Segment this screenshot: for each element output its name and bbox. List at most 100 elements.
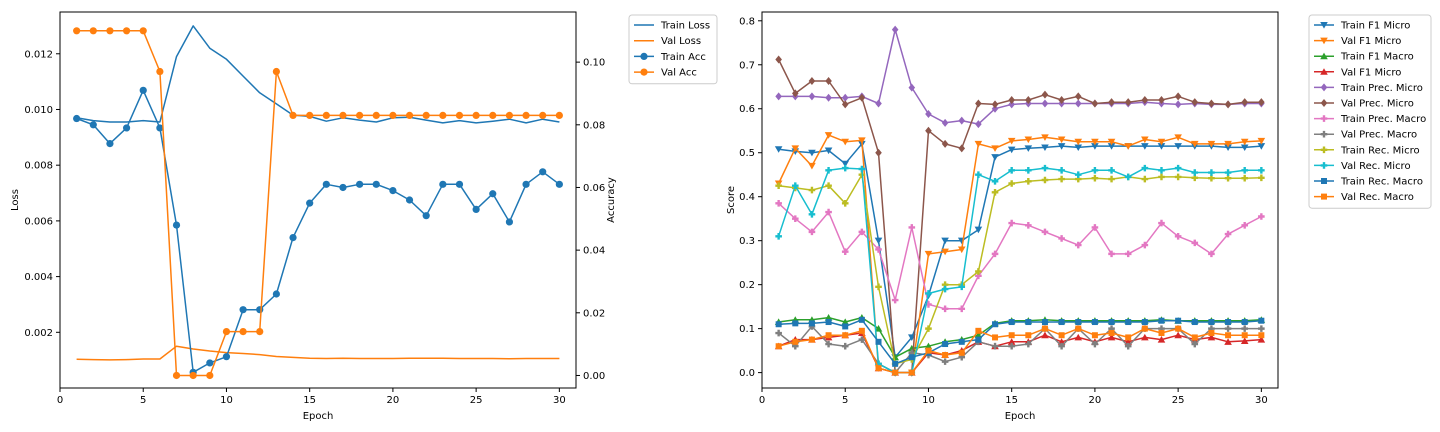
data-point: [891, 296, 899, 304]
data-point: [1125, 319, 1132, 326]
data-point: [908, 369, 915, 376]
data-point: [841, 93, 849, 102]
data-point: [841, 248, 849, 255]
data-point: [1224, 140, 1232, 148]
data-point: [925, 347, 932, 354]
data-point: [1174, 173, 1182, 181]
y-tick-label: 0.002: [24, 328, 53, 339]
data-point: [172, 221, 181, 229]
data-point: [356, 111, 364, 119]
data-point: [405, 111, 414, 119]
data-point: [1191, 239, 1199, 247]
data-point: [858, 327, 865, 334]
data-point: [1091, 332, 1098, 339]
data-point: [991, 342, 999, 350]
data-point: [1141, 95, 1149, 104]
data-point: [992, 321, 999, 328]
legend-item: Val F1 Micro: [1314, 36, 1401, 47]
y-tick-label: 0.010: [24, 105, 53, 116]
data-point: [1258, 213, 1265, 220]
data-point: [222, 353, 231, 361]
data-point: [1124, 98, 1132, 107]
data-point: [372, 111, 380, 119]
y2-axis-label: Accuracy: [606, 177, 617, 223]
data-point: [892, 360, 899, 367]
data-point: [1108, 250, 1115, 258]
legend-item: Val Prec. Micro: [1314, 99, 1414, 110]
data-point: [1208, 250, 1215, 258]
data-point: [892, 369, 899, 376]
data-point: [1091, 167, 1099, 174]
data-point: [1191, 340, 1199, 348]
data-point: [1075, 325, 1082, 332]
data-point: [858, 336, 866, 343]
data-point: [1091, 143, 1099, 150]
data-point: [1008, 167, 1015, 174]
series-val-acc: [73, 27, 563, 380]
y-tick-label: 0.008: [24, 161, 53, 172]
data-point: [991, 154, 999, 161]
data-point: [322, 180, 330, 188]
data-point: [1241, 221, 1249, 229]
data-point: [1074, 99, 1082, 108]
data-point: [89, 121, 97, 129]
data-point: [1157, 143, 1166, 150]
data-point: [472, 205, 480, 213]
data-point: [941, 248, 949, 256]
data-point: [1224, 100, 1232, 109]
data-point: [1191, 169, 1199, 176]
data-point: [1108, 325, 1115, 332]
legend-item: Train F1 Micro: [1314, 21, 1410, 32]
data-point: [808, 228, 816, 236]
data-point: [1191, 98, 1199, 107]
series-line: [777, 134, 1262, 374]
data-point: [1224, 174, 1232, 182]
data-point: [925, 290, 932, 297]
data-point: [472, 111, 480, 119]
data-point: [1157, 336, 1166, 343]
data-point: [908, 349, 916, 357]
data-point: [875, 246, 882, 253]
data-point: [874, 237, 883, 245]
legend-marker: [1321, 178, 1327, 184]
loss-accuracy-chart: 0 5 10 15 20 25 30 0.002 0.004 0.006 0.008 0.010 0.0…: [10, 11, 718, 422]
data-point: [1025, 319, 1032, 326]
legend-marker: [1321, 193, 1327, 200]
data-point: [1225, 332, 1232, 339]
data-point: [1158, 330, 1165, 337]
data-point: [1208, 325, 1215, 332]
legend-marker: [1320, 115, 1328, 122]
data-point: [941, 237, 949, 245]
data-point: [825, 77, 832, 86]
x-tick-label: 20: [387, 395, 400, 406]
data-point: [975, 171, 982, 179]
data-point: [825, 340, 832, 348]
data-point: [455, 111, 464, 119]
data-point: [172, 371, 181, 380]
data-point: [925, 325, 932, 332]
data-point: [1157, 138, 1166, 146]
data-point: [89, 27, 97, 35]
data-point: [306, 199, 314, 207]
data-point: [322, 111, 330, 119]
data-point: [975, 268, 982, 275]
data-point: [808, 336, 815, 343]
data-point: [774, 146, 783, 153]
data-point: [1108, 319, 1115, 326]
data-point: [1208, 99, 1215, 108]
x-tick-label: 30: [553, 395, 566, 406]
data-point: [875, 365, 882, 372]
data-point: [122, 27, 131, 35]
data-point: [841, 160, 850, 168]
legend-label: Train Rec. Macro: [1340, 177, 1423, 188]
x-tick-label: 25: [470, 395, 483, 406]
data-point: [1241, 325, 1249, 332]
data-point: [1008, 180, 1015, 187]
data-point: [1107, 138, 1116, 146]
legend-marker: [640, 68, 648, 76]
data-point: [975, 336, 982, 343]
data-point: [792, 320, 799, 327]
data-point: [908, 83, 916, 92]
data-point: [339, 111, 347, 119]
data-point: [1008, 95, 1015, 104]
